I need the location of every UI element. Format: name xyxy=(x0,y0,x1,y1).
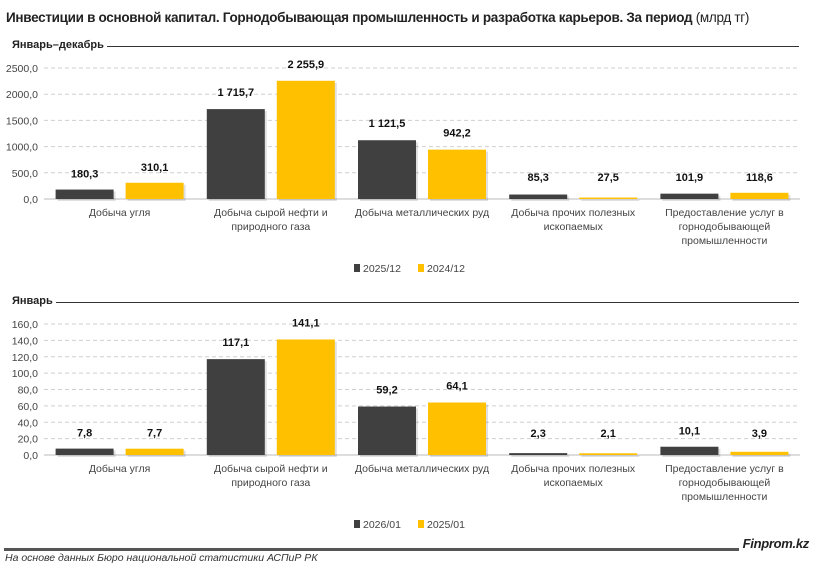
data-label: 10,1 xyxy=(679,426,700,438)
bar-2025-01 xyxy=(125,448,184,455)
bar-2026-01 xyxy=(55,448,114,455)
chart-title-main: Инвестиции в основной капитал. Горнодобы… xyxy=(6,10,693,25)
bar-2025-12 xyxy=(509,194,568,199)
y-tick-label: 1000,0 xyxy=(6,142,38,154)
bar-2025-12 xyxy=(358,140,416,199)
section-rule-annual xyxy=(12,46,799,47)
data-label: 942,2 xyxy=(443,128,471,140)
bar-2024-12 xyxy=(730,192,789,199)
chart-annual: 0,0 500,0 1000,0 1500,0 2000,0 2500,0 180,3 310… xyxy=(6,59,800,275)
bar-2024-12 xyxy=(579,197,638,199)
category-label: Добыча прочих полезных xyxy=(511,207,636,219)
chart-title-unit: (млрд тг) xyxy=(695,10,750,25)
bar-2026-01 xyxy=(660,446,719,455)
category-label: Добыча металлических руд xyxy=(355,207,489,219)
bar-2024-12 xyxy=(276,80,335,199)
category-label: Предоставление услуг в xyxy=(665,207,784,219)
legend-swatch xyxy=(354,264,360,272)
y-tick-label: 80,0 xyxy=(18,385,39,397)
data-label: 1 121,5 xyxy=(369,118,406,130)
category-label: Добыча сырой нефти и xyxy=(214,463,328,475)
chart-title: Инвестиции в основной капитал. Горнодобы… xyxy=(6,10,749,25)
bar-2024-12 xyxy=(428,149,486,199)
bar-shadow xyxy=(581,199,640,201)
y-tick-label: 2500,0 xyxy=(6,63,38,75)
bar-2026-01 xyxy=(358,406,416,455)
bar-2025-01 xyxy=(428,402,486,455)
category-label: Добыча прочих полезных xyxy=(511,463,636,475)
section-label-january: Январь xyxy=(12,295,56,307)
bar-shadow xyxy=(581,455,640,457)
category-label: Добыча угля xyxy=(89,207,151,219)
y-tick-label: 0,0 xyxy=(23,194,38,206)
section-label-annual: Январь–декабрь xyxy=(12,39,107,51)
data-label: 118,6 xyxy=(746,172,773,184)
data-label: 310,1 xyxy=(141,162,169,174)
category-label: природного газа xyxy=(231,477,310,489)
bar-2025-01 xyxy=(276,339,335,455)
y-tick-label: 500,0 xyxy=(12,168,38,180)
y-tick-label: 100,0 xyxy=(12,368,38,380)
data-label: 85,3 xyxy=(527,172,548,184)
bar-2025-12 xyxy=(660,193,719,199)
bar-2025-01 xyxy=(730,451,789,455)
y-tick-label: 0,0 xyxy=(23,450,38,462)
data-label: 117,1 xyxy=(222,337,249,349)
y-tick-label: 40,0 xyxy=(18,417,39,429)
category-label: Добыча сырой нефти и xyxy=(214,207,328,219)
category-label: горнодобывающей xyxy=(679,221,771,233)
brand-logo: Finprom.kz xyxy=(742,536,810,551)
source-note: На основе данных Бюро национальной стати… xyxy=(5,552,318,564)
y-tick-label: 2000,0 xyxy=(6,89,38,101)
data-label: 2,3 xyxy=(531,428,546,440)
legend-swatch xyxy=(354,520,360,528)
legend-label: 2024/12 xyxy=(427,263,465,275)
chart-january: 0,0 20,0 40,0 60,0 80,0 100,0 120,0 140,0 160,0 7… xyxy=(12,317,800,531)
data-label: 180,3 xyxy=(71,169,99,181)
y-tick-label: 140,0 xyxy=(12,335,38,347)
data-label: 27,5 xyxy=(597,172,618,184)
y-tick-label: 60,0 xyxy=(18,401,39,413)
bar-2024-12 xyxy=(125,182,184,199)
category-label: горнодобывающей xyxy=(679,477,771,489)
legend-label: 2025/01 xyxy=(427,519,465,531)
y-tick-label: 1500,0 xyxy=(6,115,38,127)
y-tick-label: 120,0 xyxy=(12,352,38,364)
data-label: 2,1 xyxy=(601,428,616,440)
section-rule-january xyxy=(12,302,799,303)
bar-2025-12 xyxy=(206,109,265,199)
data-label: 101,9 xyxy=(676,172,704,184)
y-tick-label: 160,0 xyxy=(12,319,38,331)
legend-label: 2026/01 xyxy=(363,519,401,531)
category-label: промышленности xyxy=(681,235,767,247)
category-label: ископаемых xyxy=(544,477,604,489)
category-label: промышленности xyxy=(681,491,767,503)
category-label: Добыча металлических руд xyxy=(355,463,489,475)
data-label: 3,9 xyxy=(752,428,767,440)
legend-label: 2025/12 xyxy=(363,263,401,275)
data-label: 1 715,7 xyxy=(217,87,254,99)
bar-shadow xyxy=(511,455,570,457)
data-label: 7,8 xyxy=(77,428,92,440)
data-label: 2 255,9 xyxy=(287,59,324,71)
bar-2026-01 xyxy=(509,453,568,455)
bar-2025-01 xyxy=(579,453,638,455)
category-label: природного газа xyxy=(231,221,310,233)
footer-rule xyxy=(4,548,739,551)
category-label: Предоставление услуг в xyxy=(665,463,784,475)
data-label: 7,7 xyxy=(147,428,162,440)
y-tick-label: 20,0 xyxy=(18,434,39,446)
legend-swatch xyxy=(418,520,424,528)
category-label: Добыча угля xyxy=(89,463,151,475)
data-label: 64,1 xyxy=(446,381,467,393)
bar-2025-12 xyxy=(55,189,114,199)
category-label: ископаемых xyxy=(544,221,604,233)
bar-shadow xyxy=(732,453,791,457)
data-label: 59,2 xyxy=(376,385,397,397)
data-label: 141,1 xyxy=(292,317,320,329)
bar-2026-01 xyxy=(206,359,265,455)
legend-swatch xyxy=(418,264,424,272)
